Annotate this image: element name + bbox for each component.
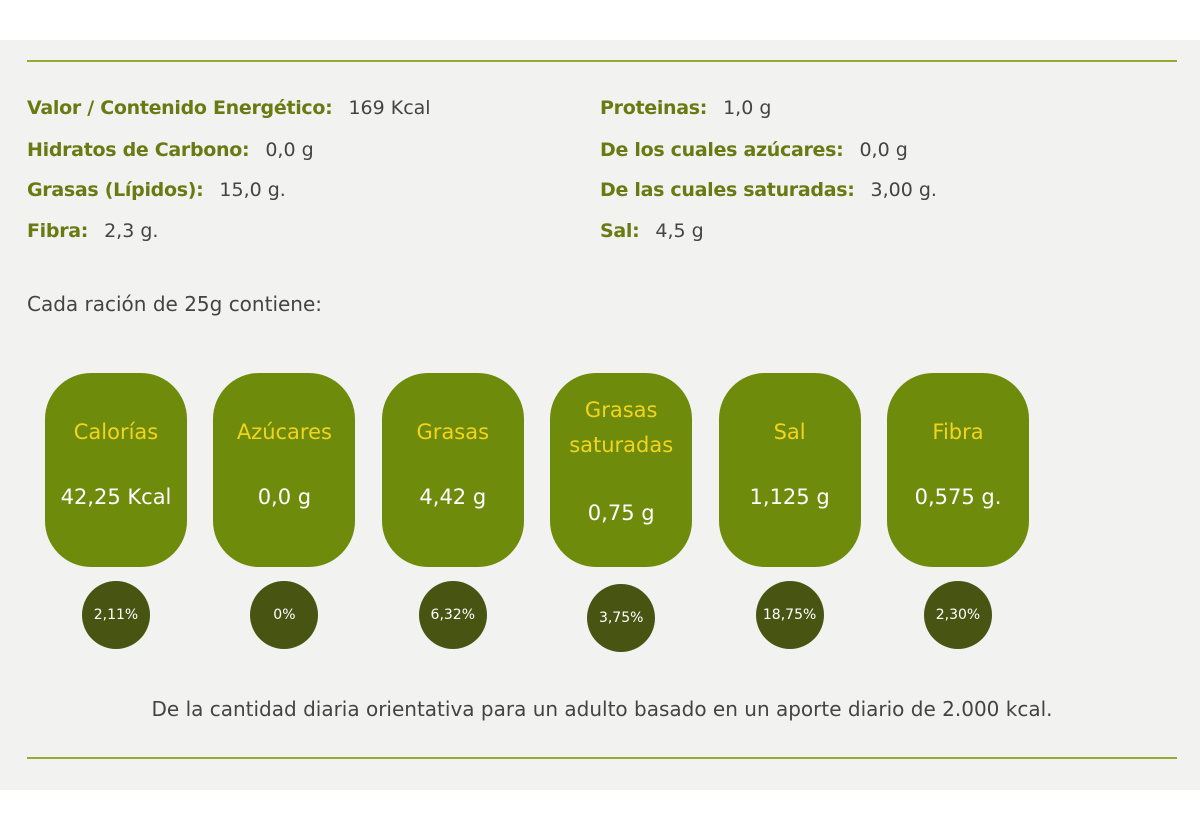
nutrient-label: Fibra:: [27, 220, 89, 242]
nutrient-label: Valor / Contenido Energético:: [27, 97, 333, 119]
nutrient-card: Grasas 4,42 g: [381, 373, 524, 567]
nutrient-value: 0,0 g: [265, 139, 314, 161]
nutrient-label: De los cuales azúcares:: [600, 139, 844, 161]
nutrient-label: Proteinas:: [600, 97, 708, 119]
card-value: 1,125 g: [749, 485, 830, 509]
nutrient-label: Hidratos de Carbono:: [27, 139, 250, 161]
card-name: Fibra: [932, 420, 984, 444]
percent-badge: 3,75%: [587, 584, 656, 652]
card-value: 42,25 Kcal: [60, 485, 172, 509]
bottom-rule: [27, 757, 1177, 759]
card-name: Sal: [773, 420, 806, 444]
nutrient-row: Sal: 4,5 g: [600, 220, 704, 242]
card-value: 0,0 g: [257, 485, 312, 509]
nutrient-value: 15,0 g.: [219, 179, 286, 201]
footnote: De la cantidad diaria orientativa para u…: [151, 697, 1053, 721]
card-value: 0,75 g: [587, 501, 655, 525]
nutrient-row: Proteinas: 1,0 g: [600, 97, 771, 119]
card-value: 4,42 g: [419, 485, 487, 509]
nutrient-value: 3,00 g.: [870, 179, 937, 201]
percent-badge: 0%: [250, 581, 319, 649]
nutrient-card: Grasas saturadas 0,75 g: [550, 373, 693, 567]
nutrient-row: De las cuales saturadas: 3,00 g.: [600, 179, 937, 201]
percent-badge: 2,11%: [82, 581, 150, 649]
nutrient-value: 0,0 g: [859, 139, 908, 161]
nutrient-card: Sal 1,125 g: [718, 373, 861, 567]
nutrient-row: De los cuales azúcares: 0,0 g: [600, 139, 908, 161]
nutrient-row: Grasas (Lípidos): 15,0 g.: [27, 179, 286, 201]
serving-text: Cada ración de 25g contiene:: [27, 292, 323, 316]
nutrient-value: 2,3 g.: [104, 220, 159, 242]
percent-badge: 18,75%: [755, 581, 824, 649]
nutrient-card: Calorías 42,25 Kcal: [45, 373, 187, 567]
nutrient-row: Hidratos de Carbono: 0,0 g: [27, 139, 314, 161]
percent-badge: 6,32%: [418, 581, 487, 649]
card-name: Calorías: [73, 420, 159, 444]
card-name: Grasas: [416, 420, 490, 444]
nutrient-card: Fibra 0,575 g.: [887, 373, 1029, 567]
nutrient-label: Grasas (Lípidos):: [27, 179, 204, 201]
nutrient-value: 4,5 g: [655, 220, 704, 242]
nutrient-card: Azúcares 0,0 g: [213, 373, 356, 567]
card-name: Grasas saturadas: [569, 398, 674, 457]
card-value: 0,575 g.: [914, 485, 1002, 509]
nutrient-row: Fibra: 2,3 g.: [27, 220, 158, 242]
nutrient-label: De las cuales saturadas:: [600, 179, 855, 201]
nutrient-label: Sal:: [600, 220, 640, 242]
nutrient-value: 1,0 g: [723, 97, 772, 119]
top-rule: [27, 60, 1177, 62]
card-name: Azúcares: [236, 420, 332, 444]
percent-badge: 2,30%: [924, 581, 992, 649]
nutrient-row: Valor / Contenido Energético: 169 Kcal: [27, 97, 431, 119]
nutrient-value: 169 Kcal: [348, 97, 431, 119]
